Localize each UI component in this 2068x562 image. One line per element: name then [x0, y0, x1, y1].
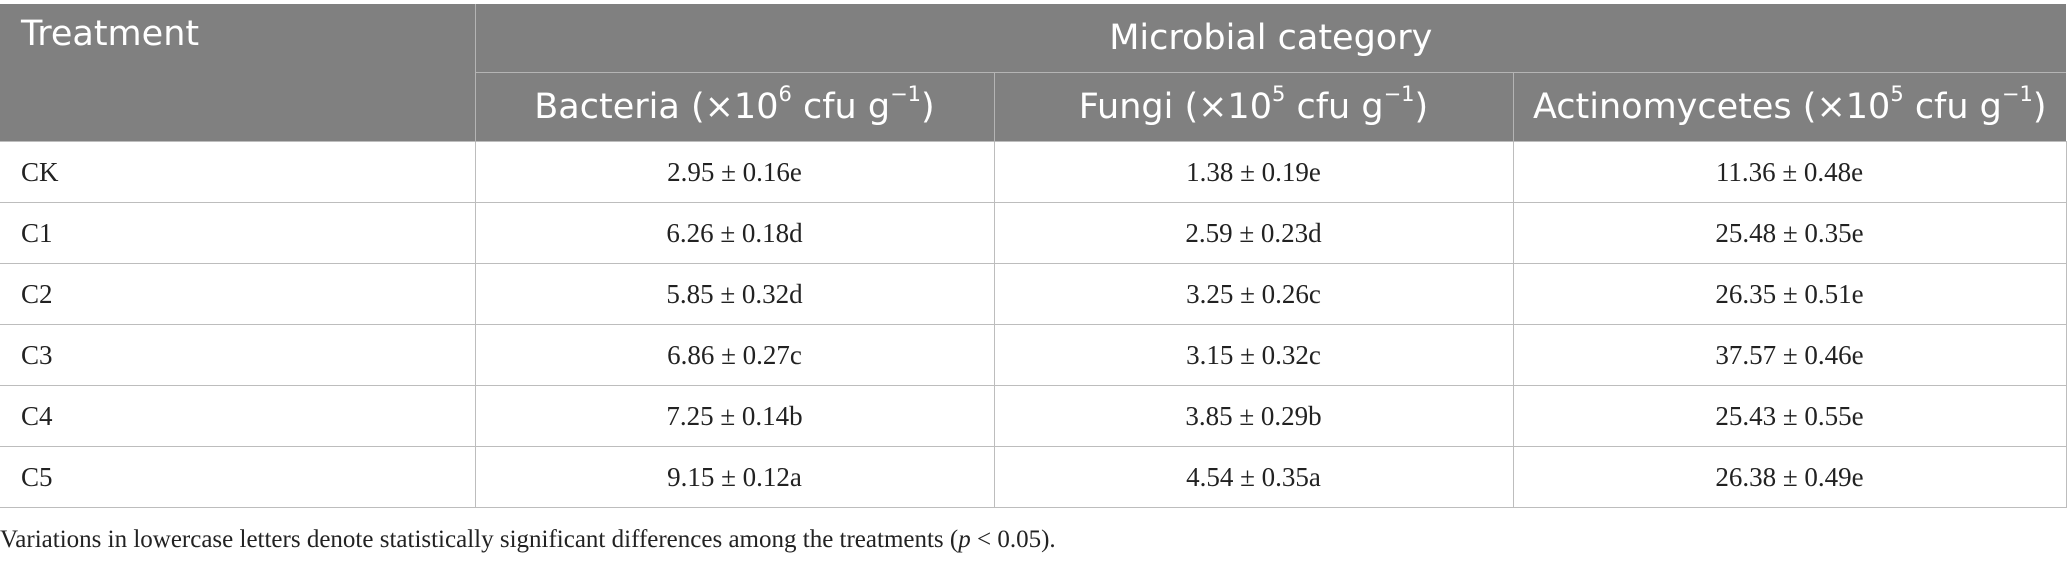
- bacteria-cell: 7.25 ± 0.14b: [474, 385, 995, 447]
- table-row: C5 9.15 ± 0.12a 4.54 ± 0.35a 26.38 ± 0.4…: [0, 446, 2067, 508]
- fungi-cell: 1.38 ± 0.19e: [993, 141, 1514, 203]
- actinomycetes-cell: 26.38 ± 0.49e: [1512, 446, 2067, 508]
- treatment-cell: C2: [0, 263, 476, 325]
- fungi-cell: 3.85 ± 0.29b: [993, 385, 1514, 447]
- bacteria-cell: 2.95 ± 0.16e: [474, 141, 995, 203]
- bacteria-cell: 9.15 ± 0.12a: [474, 446, 995, 508]
- treatment-cell: C5: [0, 446, 476, 508]
- table-row: C2 5.85 ± 0.32d 3.25 ± 0.26c 26.35 ± 0.5…: [0, 263, 2067, 325]
- microbial-table: Treatment Microbial category Bacteria (×…: [0, 4, 2067, 508]
- table-body: CK 2.95 ± 0.16e 1.38 ± 0.19e 11.36 ± 0.4…: [0, 141, 2067, 508]
- treatment-cell: CK: [0, 141, 476, 203]
- treatment-header: Treatment: [0, 4, 476, 142]
- fungi-cell: 3.15 ± 0.32c: [993, 324, 1514, 386]
- table-row: C4 7.25 ± 0.14b 3.85 ± 0.29b 25.43 ± 0.5…: [0, 385, 2067, 447]
- fungi-header: Fungi (×105 cfu g−1): [994, 72, 1514, 142]
- fungi-cell: 4.54 ± 0.35a: [993, 446, 1514, 508]
- table-header: Treatment Microbial category Bacteria (×…: [0, 4, 2066, 142]
- bacteria-cell: 5.85 ± 0.32d: [474, 263, 995, 325]
- fungi-cell: 2.59 ± 0.23d: [993, 202, 1514, 264]
- actinomycetes-cell: 25.48 ± 0.35e: [1512, 202, 2067, 264]
- actinomycetes-cell: 25.43 ± 0.55e: [1512, 385, 2067, 447]
- table-row: CK 2.95 ± 0.16e 1.38 ± 0.19e 11.36 ± 0.4…: [0, 141, 2067, 203]
- treatment-cell: C3: [0, 324, 476, 386]
- microbial-category-header: Microbial category: [475, 4, 2066, 73]
- table-row: C3 6.86 ± 0.27c 3.15 ± 0.32c 37.57 ± 0.4…: [0, 324, 2067, 386]
- column-headers: Bacteria (×106 cfu g−1) Fungi (×105 cfu …: [0, 72, 2066, 142]
- treatment-cell: C4: [0, 385, 476, 447]
- data-table-container: Treatment Microbial category Bacteria (×…: [0, 4, 2067, 508]
- table-row: C1 6.26 ± 0.18d 2.59 ± 0.23d 25.48 ± 0.3…: [0, 202, 2067, 264]
- actinomycetes-cell: 11.36 ± 0.48e: [1512, 141, 2067, 203]
- bacteria-header: Bacteria (×106 cfu g−1): [475, 72, 995, 142]
- treatment-cell: C1: [0, 202, 476, 264]
- actinomycetes-header: Actinomycetes (×105 cfu g−1): [1513, 72, 2066, 142]
- actinomycetes-cell: 37.57 ± 0.46e: [1512, 324, 2067, 386]
- bacteria-cell: 6.26 ± 0.18d: [474, 202, 995, 264]
- fungi-cell: 3.25 ± 0.26c: [993, 263, 1514, 325]
- bacteria-cell: 6.86 ± 0.27c: [474, 324, 995, 386]
- actinomycetes-cell: 26.35 ± 0.51e: [1512, 263, 2067, 325]
- table-footnote: Variations in lowercase letters denote s…: [0, 526, 1056, 553]
